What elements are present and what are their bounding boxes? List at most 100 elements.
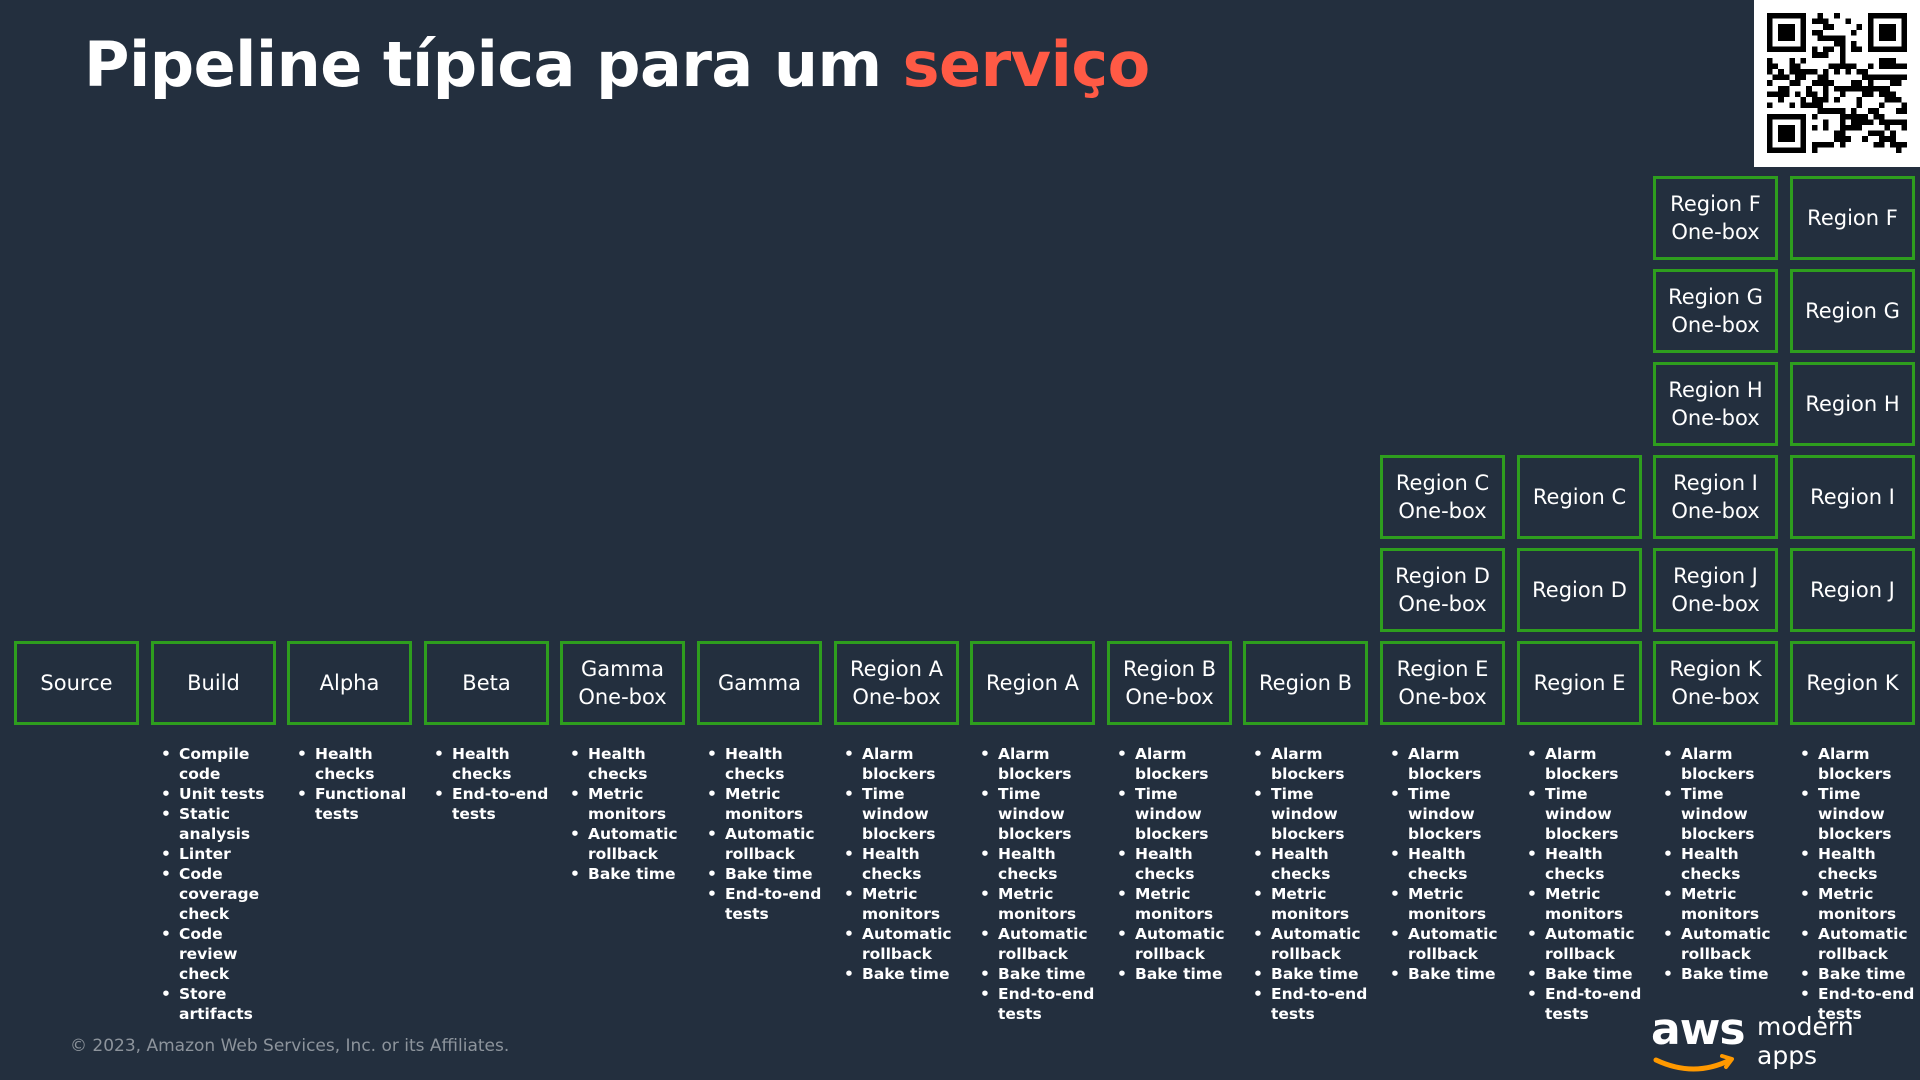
qr-module [1817,108,1823,114]
qr-module [1839,108,1846,114]
qr-module [1783,136,1790,142]
qr-module [1884,97,1891,103]
qr-module [1851,119,1857,125]
qr-module [1879,141,1885,148]
qr-module [1789,46,1795,53]
qr-module [1800,102,1807,109]
qr-module [1884,29,1891,36]
qr-module [1851,85,1857,92]
qr-module [1856,80,1863,86]
check-item: Health checks [1117,844,1235,884]
qr-module [1867,18,1874,25]
qr-module [1795,46,1801,53]
qr-module [1817,74,1823,81]
qr-module [1800,147,1807,153]
check-item: Time window blockers [1527,784,1645,844]
qr-module [1823,80,1829,86]
qr-module [1890,13,1896,19]
check-item: Bake time [844,964,962,984]
check-item: Time window blockers [1800,784,1918,844]
qr-module [1845,18,1851,25]
check-item: Time window blockers [980,784,1098,844]
qr-module [1772,113,1779,120]
qr-module [1795,13,1801,19]
check-item: Alarm blockers [1527,744,1645,784]
qr-module [1811,46,1818,53]
qr-module [1839,113,1846,120]
qr-module [1879,57,1885,64]
qr-module [1783,29,1790,36]
qr-module [1823,18,1829,25]
stage-box-9: Region B [1243,641,1368,725]
qr-module [1890,74,1896,81]
qr-module [1811,141,1818,148]
qr-module [1772,147,1779,153]
qr-module [1839,85,1846,92]
qr-module [1834,130,1840,137]
qr-module [1867,13,1874,19]
qr-module [1862,74,1868,81]
qr-module [1767,46,1773,53]
qr-module [1851,125,1857,131]
stage-box-11: Region E [1517,641,1642,725]
qr-module [1862,69,1868,75]
qr-module [1800,74,1807,81]
qr-module [1856,69,1863,75]
qr-module [1839,52,1846,58]
qr-module [1783,130,1790,137]
qr-module [1856,113,1863,120]
check-item: Bake time [707,864,825,884]
qr-module [1823,125,1829,131]
check-item: Health checks [1527,844,1645,884]
check-item: Automatic rollback [1253,924,1371,964]
qr-module [1890,130,1896,137]
qr-module [1901,29,1907,36]
qr-module [1884,46,1891,53]
qr-module [1895,74,1902,81]
check-item: Unit tests [161,784,279,804]
qr-module [1811,125,1818,131]
qr-module [1834,136,1840,142]
check-item: Metric monitors [707,784,825,824]
qr-module [1851,113,1857,120]
page-title: Pipeline típica para um serviço [84,28,1150,101]
qr-module [1772,91,1779,97]
stage-box-10: Region E One-box [1380,641,1505,725]
qr-module [1845,63,1851,69]
qr-module [1901,13,1907,19]
stage-box-7: Region A [970,641,1095,725]
qr-module [1834,97,1840,103]
qr-module [1789,24,1795,30]
qr-module [1823,85,1829,92]
qr-module [1845,85,1851,92]
qr-module [1767,141,1773,148]
qr-module [1778,74,1784,81]
qr-module [1834,13,1840,19]
check-item: Alarm blockers [1663,744,1781,784]
qr-module [1890,35,1896,41]
stage-checks-8: Alarm blockersTime window blockersHealth… [1117,744,1235,984]
qr-module [1845,136,1851,142]
qr-module [1778,24,1784,30]
stage-checks-2: Health checksFunctional tests [297,744,415,824]
qr-module [1767,91,1773,97]
qr-module [1895,80,1902,86]
qr-module [1806,69,1812,75]
qr-module [1806,91,1812,97]
check-item: Automatic rollback [570,824,688,864]
check-item: Alarm blockers [1253,744,1371,784]
qr-module [1800,18,1807,25]
qr-module [1767,24,1773,30]
qr-module [1800,119,1807,125]
qr-module [1895,46,1902,53]
check-item: Metric monitors [844,884,962,924]
check-item: Health checks [1800,844,1918,884]
qr-module [1884,74,1891,81]
qr-module [1778,35,1784,41]
check-item: Health checks [570,744,688,784]
qr-module [1772,46,1779,53]
qr-module [1800,24,1807,30]
qr-module [1879,35,1885,41]
qr-module [1789,102,1795,109]
qr-module [1767,102,1773,109]
